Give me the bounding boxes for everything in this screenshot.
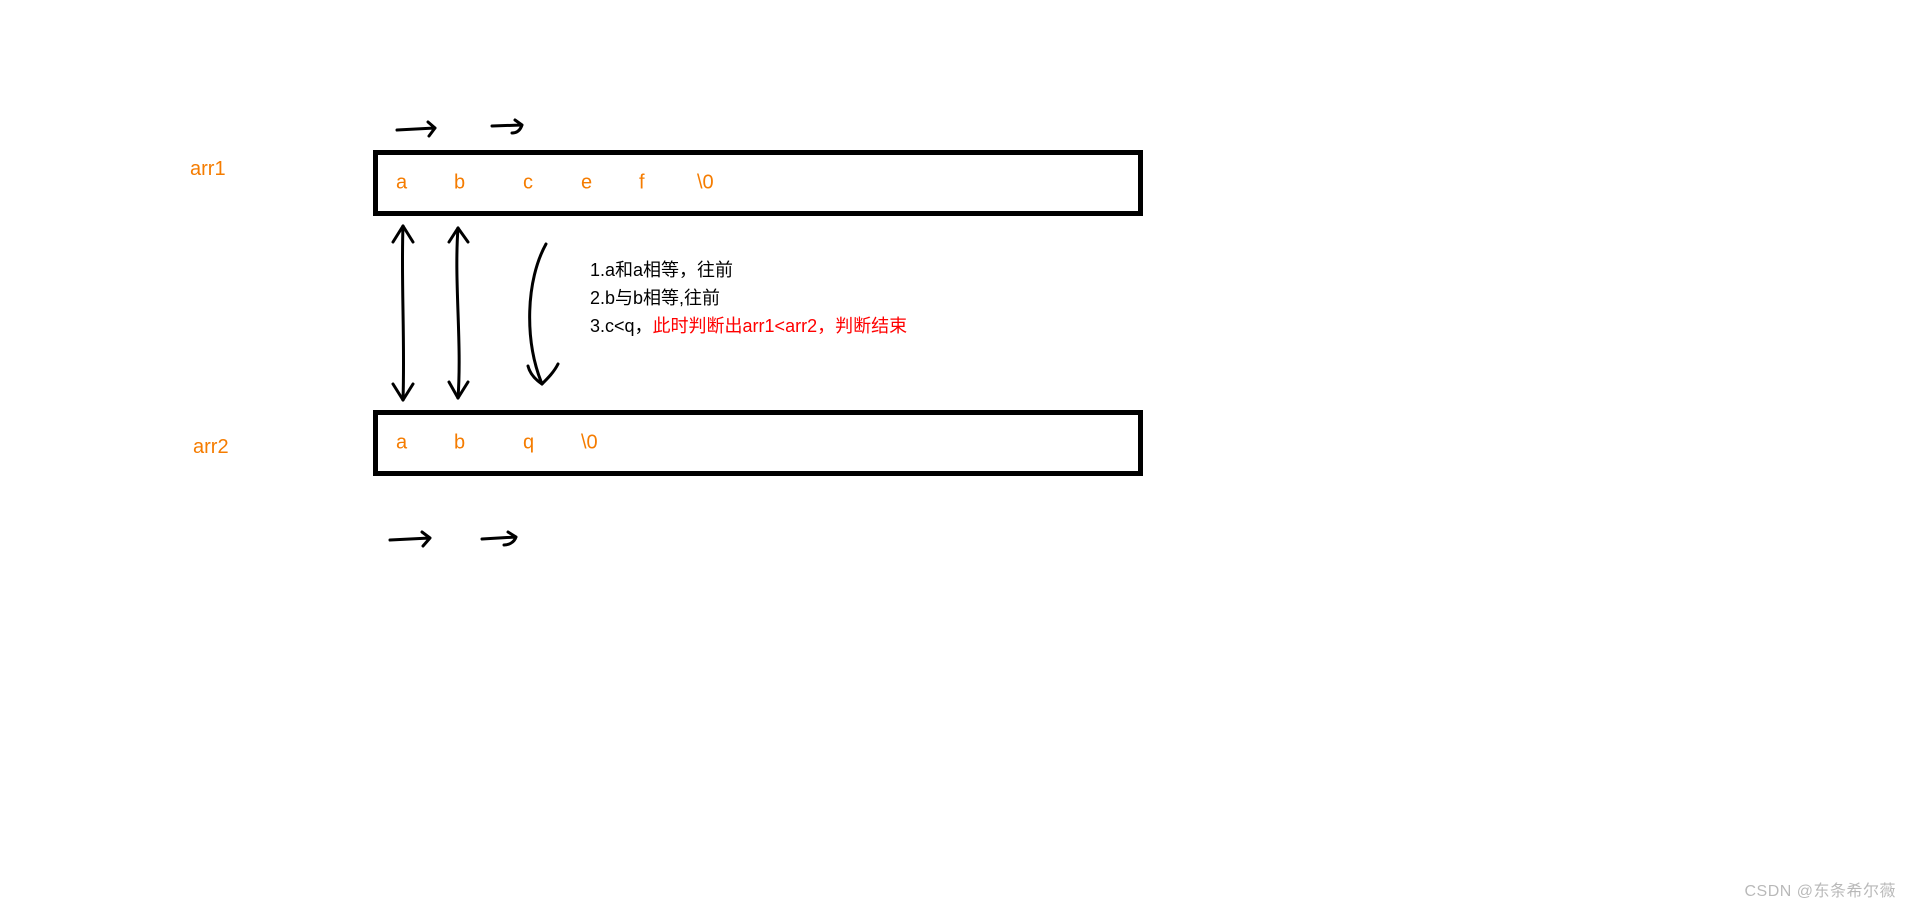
arr1-label: arr1 xyxy=(190,158,226,181)
bottom-arrow-2-icon xyxy=(480,525,535,555)
arr1-cell-0: a xyxy=(396,172,407,195)
top-arrow-1-icon xyxy=(395,115,455,145)
arr2-box: a b q \0 xyxy=(373,410,1143,476)
bottom-arrow-1-icon xyxy=(388,525,448,555)
vertical-arrow-a-icon xyxy=(383,220,423,406)
comparison-steps: 1.a和a相等，往前 2.b与b相等,往前 3.c<q，此时判断出arr1<ar… xyxy=(590,256,907,340)
arr2-cell-0: a xyxy=(396,432,407,455)
arr1-cell-5: \0 xyxy=(697,172,714,195)
step-3: 3.c<q，此时判断出arr1<arr2，判断结束 xyxy=(590,312,907,340)
arr2-cell-2: q xyxy=(523,432,534,455)
arr1-cell-1: b xyxy=(454,172,465,195)
vertical-arrow-c-icon xyxy=(506,240,566,390)
vertical-arrow-b-icon xyxy=(440,222,476,404)
arr1-cell-4: f xyxy=(639,172,645,195)
watermark: CSDN @东条希尔薇 xyxy=(1744,877,1896,901)
arr1-box: a b c e f \0 xyxy=(373,150,1143,216)
arr1-cell-2: c xyxy=(523,172,533,195)
arr1-cell-3: e xyxy=(581,172,592,195)
arr2-cell-1: b xyxy=(454,432,465,455)
arr2-cell-3: \0 xyxy=(581,432,598,455)
step-2: 2.b与b相等,往前 xyxy=(590,284,907,312)
step-3-prefix: 3.c<q， xyxy=(590,316,653,336)
top-arrow-2-icon xyxy=(490,113,540,143)
arr2-label: arr2 xyxy=(193,436,229,459)
step-1: 1.a和a相等，往前 xyxy=(590,256,907,284)
step-3-result: 此时判断出arr1<arr2，判断结束 xyxy=(653,316,908,336)
